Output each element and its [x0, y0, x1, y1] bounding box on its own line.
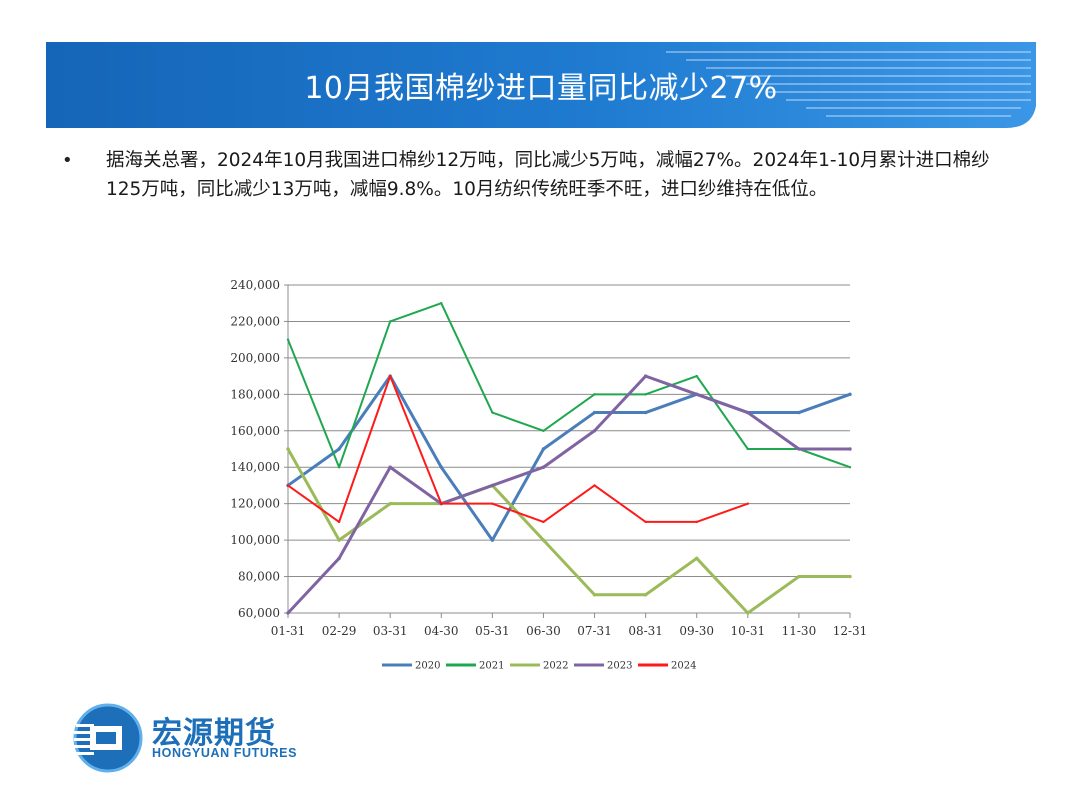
x-tick-label: 05-31 — [475, 624, 510, 638]
series-2023-point — [848, 447, 852, 451]
y-tick-label: 80,000 — [238, 570, 280, 584]
series-2024-segment — [695, 502, 749, 523]
series-2023-segment — [644, 374, 699, 396]
logo-chinese-name: 宏源期货 — [152, 716, 276, 751]
series-2020-segment — [337, 374, 392, 451]
legend-label-2021: 2021 — [479, 661, 504, 672]
y-tick-label: 120,000 — [230, 497, 280, 511]
x-tick-label: 11-30 — [782, 624, 817, 638]
y-tick-label: 220,000 — [230, 314, 280, 328]
series-2024 — [286, 374, 750, 524]
series-2023-segment — [388, 465, 443, 506]
x-tick-label: 02-29 — [322, 624, 357, 638]
series-2022 — [286, 447, 852, 615]
series-2021-segment — [287, 338, 341, 469]
legend-label-2023: 2023 — [607, 661, 632, 672]
series-2023 — [286, 374, 852, 615]
series-2023-segment — [286, 556, 341, 615]
banner-background — [46, 42, 1036, 128]
series-2020-segment — [797, 392, 852, 415]
y-tick-label: 180,000 — [230, 387, 280, 401]
series-2020-segment — [644, 392, 699, 415]
series-2020-segment — [541, 411, 597, 451]
x-tick-label: 08-31 — [628, 624, 663, 638]
title-banner: 10月我国棉纱进口量同比减少27% — [46, 42, 1036, 128]
logo-english-name: HONGYUAN FUTURES — [152, 746, 298, 760]
x-tick-label: 06-30 — [526, 624, 561, 638]
series-2022-point — [848, 574, 852, 579]
series-2021-point — [848, 466, 852, 469]
series-2023-segment — [337, 465, 392, 560]
series-2024-segment — [287, 484, 341, 523]
bullet-marker-icon: • — [62, 150, 73, 171]
chart-series — [286, 302, 852, 615]
x-tick-label: 03-31 — [373, 624, 408, 638]
y-tick-label: 140,000 — [230, 460, 280, 474]
series-2022-segment — [746, 575, 801, 615]
series-2020-segment — [490, 447, 545, 542]
series-2024-segment — [542, 484, 596, 523]
y-tick-label: 60,000 — [238, 606, 280, 620]
legend-label-2022: 2022 — [543, 661, 568, 672]
series-2021-segment — [695, 375, 749, 450]
series-2022-segment — [337, 502, 392, 542]
series-2022-segment — [541, 538, 597, 597]
legend-label-2024: 2024 — [671, 661, 696, 672]
series-2021-segment — [797, 448, 851, 469]
page-title: 10月我国棉纱进口量同比减少27% — [304, 71, 778, 106]
chart-legend: 2020 2021 2022 2023 2024 — [382, 661, 696, 672]
series-2023-segment — [541, 429, 597, 469]
y-tick-label: 240,000 — [230, 278, 280, 292]
series-2024-segment — [389, 375, 443, 505]
series-2021 — [286, 302, 852, 469]
x-tick-label: 01-31 — [271, 624, 306, 638]
series-2023-segment — [439, 483, 494, 506]
series-2021-segment — [491, 411, 545, 432]
series-2022-segment — [695, 556, 750, 615]
series-2020-point — [848, 392, 852, 397]
series-2021-segment — [338, 320, 392, 469]
x-tick-label: 09-30 — [679, 624, 714, 638]
x-tick-label: 12-31 — [833, 624, 868, 638]
series-2020-segment — [286, 447, 341, 487]
bullet-text: 据海关总署，2024年10月我国进口棉纱12万吨，同比减少5万吨，减幅27%。2… — [106, 150, 990, 200]
y-axis-ticks: 60,000 80,000 100,000 120,000 140,000 160,000… — [230, 278, 280, 620]
series-2024-segment — [593, 484, 647, 523]
series-2024-point — [746, 502, 750, 505]
legend-label-2020: 2020 — [415, 661, 440, 672]
y-tick-label: 100,000 — [230, 533, 280, 547]
series-2023-segment — [746, 411, 801, 451]
series-2021-segment — [389, 302, 443, 323]
import-volume-line-chart: 60,000 80,000 100,000 120,000 140,000 160,000… — [230, 278, 868, 672]
x-tick-label: 04-30 — [424, 624, 459, 638]
company-logo: 宏源期货 HONGYUAN FUTURES — [72, 702, 332, 774]
series-2023-segment — [695, 392, 750, 415]
series-2023-segment — [593, 374, 648, 433]
x-axis-ticks: 01-31 02-29 03-31 04-30 05-31 06-30 07-31 08-31… — [271, 624, 868, 638]
series-2023-segment — [490, 465, 545, 487]
series-2020 — [286, 374, 852, 542]
hongyuan-logo-icon — [73, 703, 143, 773]
series-2021-segment — [542, 393, 596, 432]
x-tick-label: 10-31 — [731, 624, 766, 638]
y-tick-label: 200,000 — [230, 351, 280, 365]
series-2022-segment — [286, 447, 341, 542]
series-2022-segment — [644, 556, 699, 597]
series-2024-segment — [491, 502, 545, 523]
series-2024-segment — [338, 375, 392, 523]
series-2020-segment — [388, 374, 443, 469]
x-tick-label: 07-31 — [577, 624, 612, 638]
series-2021-segment — [440, 302, 494, 414]
y-tick-label: 160,000 — [230, 424, 280, 438]
